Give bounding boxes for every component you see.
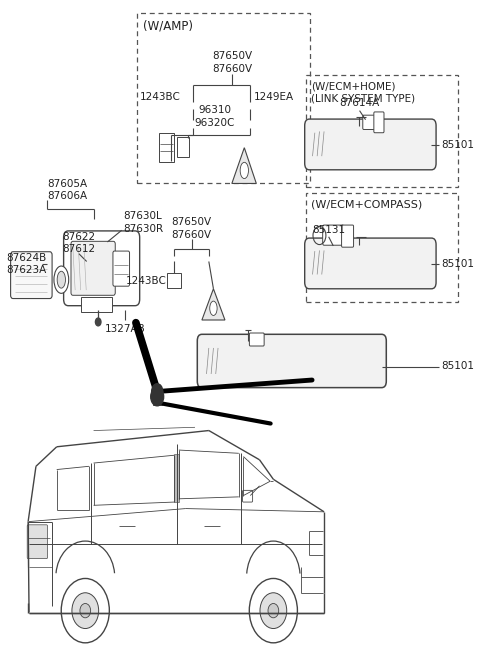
- Ellipse shape: [57, 271, 65, 288]
- FancyBboxPatch shape: [177, 136, 189, 157]
- FancyBboxPatch shape: [323, 225, 344, 246]
- Ellipse shape: [72, 593, 99, 629]
- Text: 87605A
87606A: 87605A 87606A: [47, 179, 87, 201]
- Text: 87614A: 87614A: [339, 99, 380, 108]
- Circle shape: [96, 318, 101, 326]
- FancyBboxPatch shape: [305, 119, 436, 170]
- Text: 87622
87612: 87622 87612: [62, 232, 96, 255]
- FancyBboxPatch shape: [159, 133, 174, 162]
- FancyBboxPatch shape: [153, 398, 162, 405]
- FancyBboxPatch shape: [250, 333, 264, 346]
- FancyBboxPatch shape: [363, 115, 376, 129]
- Ellipse shape: [210, 301, 217, 315]
- Text: 87630L
87630R: 87630L 87630R: [123, 212, 164, 234]
- FancyBboxPatch shape: [81, 297, 112, 311]
- Text: 85101: 85101: [442, 360, 475, 370]
- Ellipse shape: [260, 593, 287, 629]
- FancyBboxPatch shape: [174, 454, 180, 502]
- Text: 1243BC: 1243BC: [140, 92, 181, 102]
- FancyBboxPatch shape: [374, 112, 384, 133]
- Text: (W/AMP): (W/AMP): [143, 20, 193, 33]
- Text: (W/ECM+COMPASS): (W/ECM+COMPASS): [311, 199, 422, 209]
- Polygon shape: [232, 148, 256, 183]
- FancyBboxPatch shape: [71, 242, 115, 295]
- Polygon shape: [202, 289, 225, 320]
- Ellipse shape: [54, 266, 69, 293]
- Text: 87624B
87623A: 87624B 87623A: [7, 253, 47, 276]
- Text: 87650V
87660V: 87650V 87660V: [172, 217, 212, 240]
- FancyBboxPatch shape: [11, 251, 52, 298]
- FancyBboxPatch shape: [64, 231, 140, 306]
- Text: 85101: 85101: [442, 259, 475, 269]
- Text: 85131: 85131: [312, 225, 345, 235]
- Text: (W/ECM+HOME)
(LINK SYSTEM TYPE): (W/ECM+HOME) (LINK SYSTEM TYPE): [311, 82, 415, 104]
- Text: 85101: 85101: [442, 140, 475, 150]
- FancyBboxPatch shape: [242, 490, 252, 502]
- FancyBboxPatch shape: [167, 272, 180, 288]
- Text: 1243BC: 1243BC: [126, 276, 167, 286]
- Text: 1327AB: 1327AB: [105, 324, 145, 334]
- FancyBboxPatch shape: [305, 238, 436, 289]
- Ellipse shape: [61, 579, 109, 643]
- Circle shape: [151, 388, 164, 406]
- FancyBboxPatch shape: [342, 225, 354, 247]
- Text: 87650V
87660V: 87650V 87660V: [212, 52, 252, 74]
- Text: 1249EA: 1249EA: [254, 92, 294, 102]
- FancyBboxPatch shape: [27, 525, 48, 558]
- Ellipse shape: [249, 579, 298, 643]
- Ellipse shape: [268, 603, 279, 618]
- FancyBboxPatch shape: [197, 334, 386, 388]
- Circle shape: [152, 384, 163, 400]
- Ellipse shape: [80, 603, 91, 618]
- Ellipse shape: [240, 163, 249, 178]
- Text: 96310
96320C: 96310 96320C: [194, 105, 235, 128]
- FancyBboxPatch shape: [113, 251, 130, 286]
